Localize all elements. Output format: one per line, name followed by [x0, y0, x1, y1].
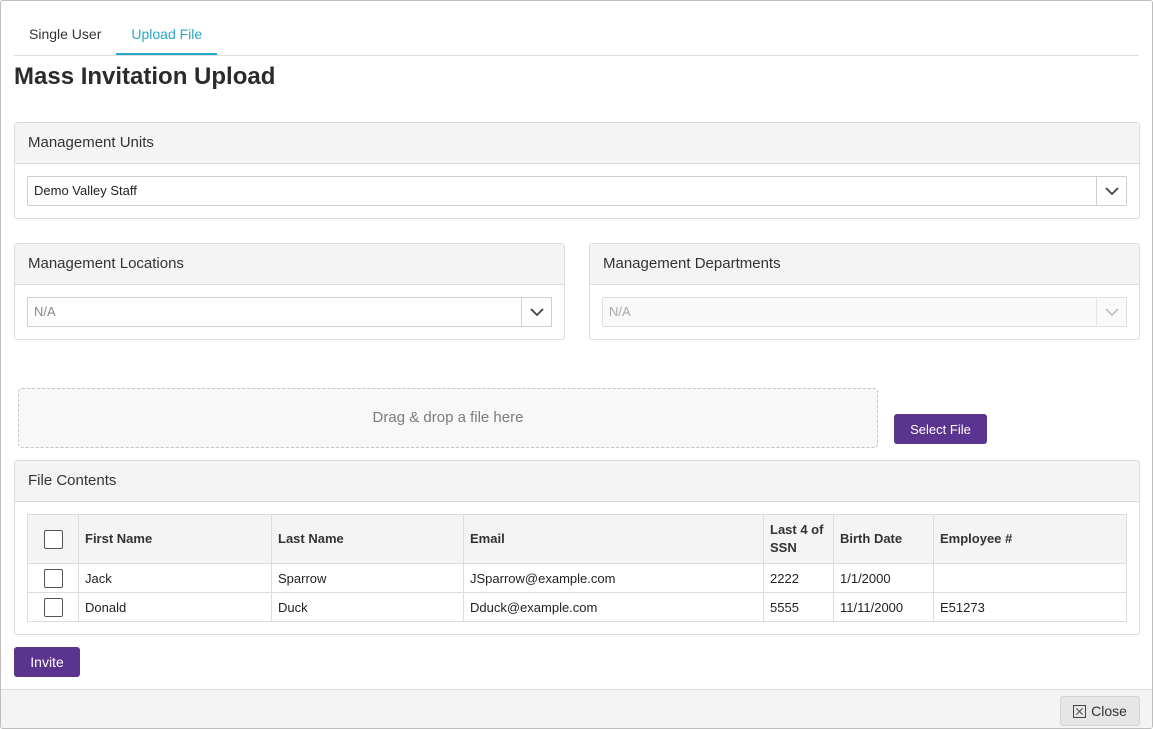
column-email[interactable]: Email: [463, 514, 764, 564]
management-locations-panel: Management Locations N/A: [14, 243, 565, 340]
column-birth-date[interactable]: Birth Date: [833, 514, 934, 564]
page-title: Mass Invitation Upload: [14, 63, 276, 90]
file-contents-panel: File Contents First Name Last Name Email…: [14, 460, 1140, 635]
management-units-select[interactable]: Demo Valley Staff: [27, 176, 1127, 206]
file-contents-heading: File Contents: [15, 461, 1139, 502]
table-row[interactable]: Donald Duck Dduck@example.com 5555 11/11…: [27, 592, 1127, 622]
cell-last-name: Sparrow: [271, 563, 464, 593]
cell-employee-number: E51273: [933, 592, 1127, 622]
cell-birth-date: 1/1/2000: [833, 563, 934, 593]
row-select-cell: [27, 563, 79, 593]
select-file-button[interactable]: Select File: [894, 414, 987, 444]
cell-first-name: Donald: [78, 592, 272, 622]
table-row[interactable]: Jack Sparrow JSparrow@example.com 2222 1…: [27, 563, 1127, 593]
select-all-checkbox[interactable]: [43, 529, 63, 549]
column-employee-number[interactable]: Employee #: [933, 514, 1127, 564]
chevron-down-icon: [1096, 298, 1126, 326]
column-first-name[interactable]: First Name: [78, 514, 272, 564]
cell-first-name: Jack: [78, 563, 272, 593]
management-departments-select: N/A: [602, 297, 1127, 327]
table-header-row: First Name Last Name Email Last 4 of SSN…: [27, 514, 1127, 564]
close-button-label: Close: [1091, 703, 1127, 719]
invite-button[interactable]: Invite: [14, 647, 80, 677]
column-last-name[interactable]: Last Name: [271, 514, 464, 564]
select-all-cell: [27, 514, 79, 564]
chevron-down-icon[interactable]: [521, 298, 551, 326]
management-units-heading: Management Units: [15, 123, 1139, 164]
column-ssn-last4[interactable]: Last 4 of SSN: [763, 514, 834, 564]
cell-ssn-last4: 2222: [763, 563, 834, 593]
cell-employee-number: [933, 563, 1127, 593]
management-departments-panel: Management Departments N/A: [589, 243, 1140, 340]
management-locations-heading: Management Locations: [15, 244, 564, 285]
close-icon: [1073, 704, 1087, 718]
cell-last-name: Duck: [271, 592, 464, 622]
management-locations-select[interactable]: N/A: [27, 297, 552, 327]
management-units-value: Demo Valley Staff: [34, 183, 137, 198]
management-departments-heading: Management Departments: [590, 244, 1139, 285]
row-checkbox[interactable]: [43, 568, 63, 588]
management-locations-value: N/A: [34, 304, 56, 319]
file-dropzone[interactable]: Drag & drop a file here: [18, 388, 878, 448]
cell-email: Dduck@example.com: [463, 592, 764, 622]
management-units-panel: Management Units Demo Valley Staff: [14, 122, 1140, 219]
row-checkbox[interactable]: [43, 597, 63, 617]
chevron-down-icon[interactable]: [1096, 177, 1126, 205]
row-select-cell: [27, 592, 79, 622]
cell-birth-date: 11/11/2000: [833, 592, 934, 622]
close-button[interactable]: Close: [1060, 696, 1140, 726]
tab-single-user[interactable]: Single User: [29, 26, 102, 42]
cell-ssn-last4: 5555: [763, 592, 834, 622]
file-contents-table: First Name Last Name Email Last 4 of SSN…: [27, 514, 1127, 622]
dialog-footer: Close: [1, 689, 1152, 728]
tab-bar: Single User Upload File: [14, 15, 1139, 56]
management-departments-value: N/A: [609, 304, 631, 319]
cell-email: JSparrow@example.com: [463, 563, 764, 593]
tab-upload-file[interactable]: Upload File: [116, 15, 218, 55]
